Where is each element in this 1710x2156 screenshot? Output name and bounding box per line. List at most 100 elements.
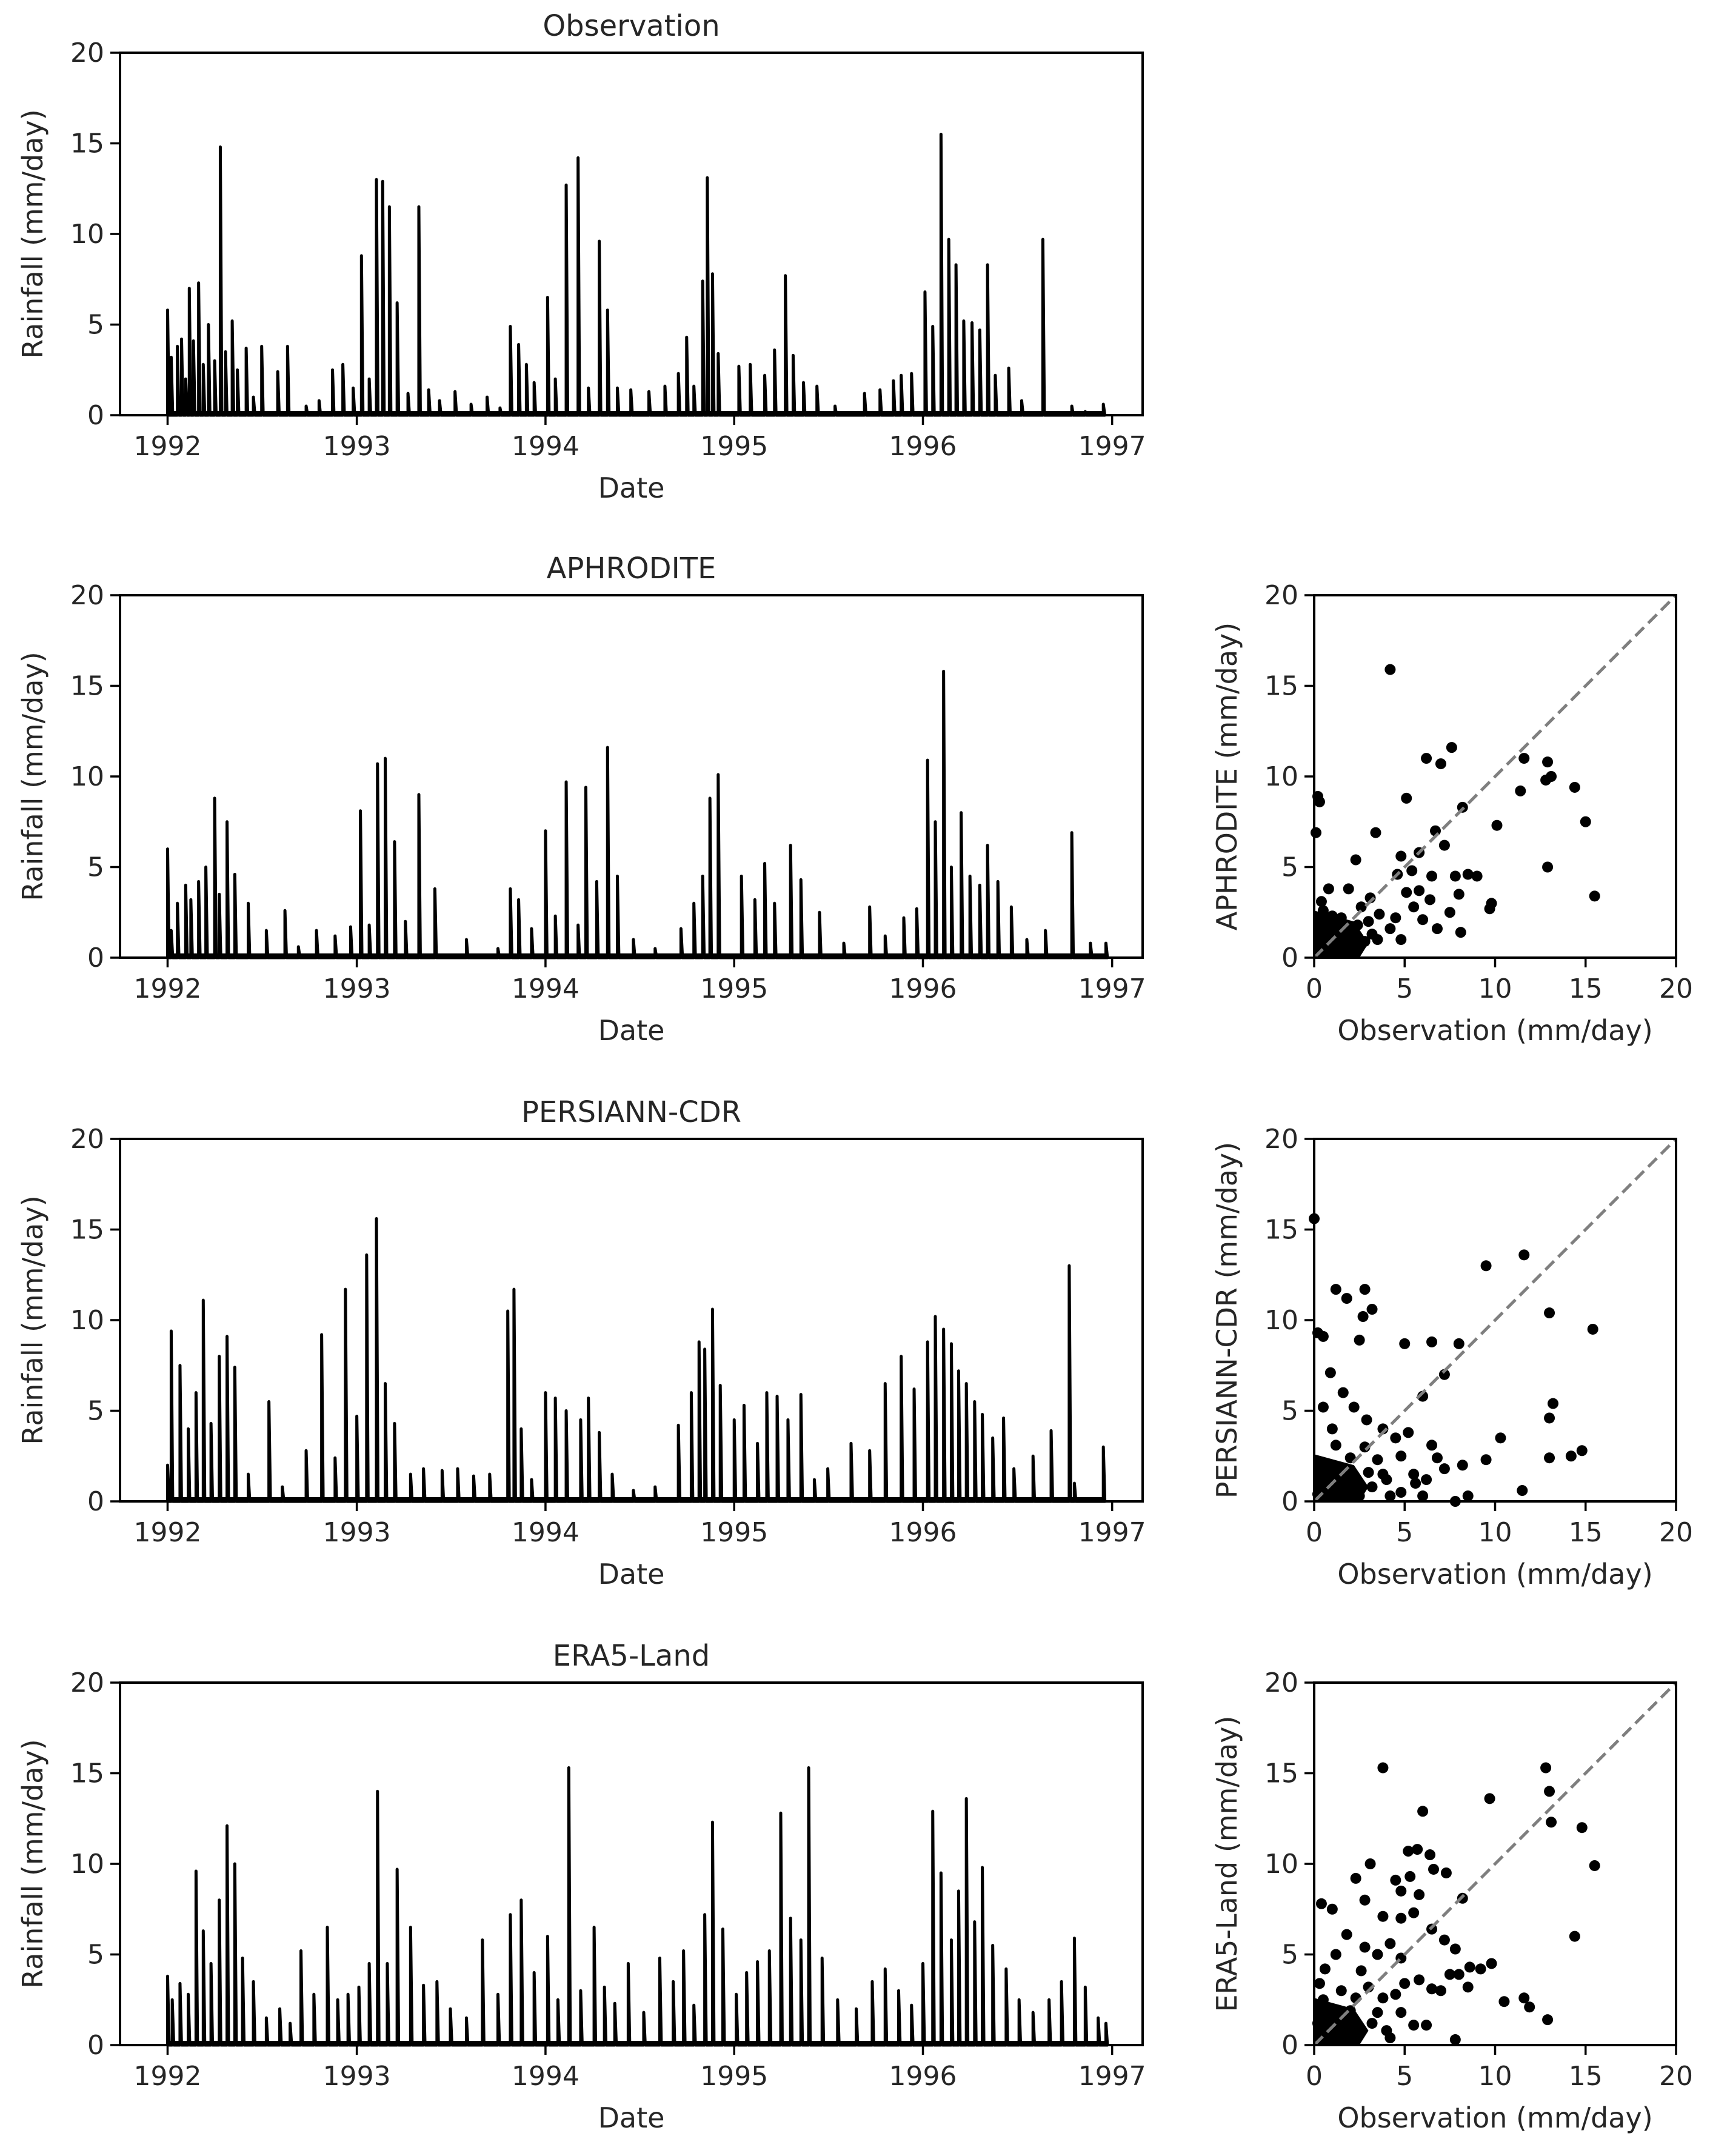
- sc6-point: [1377, 1762, 1389, 1774]
- ts3-xtick-label: 1992: [133, 2061, 201, 2092]
- ts2-xtick-label: 1994: [512, 1517, 579, 1548]
- sc5-point: [1480, 1454, 1492, 1466]
- sc5-point: [1395, 1450, 1407, 1462]
- sc4-point: [1540, 774, 1552, 786]
- sc4-point: [1444, 907, 1455, 918]
- sc4-point: [1453, 889, 1465, 900]
- sc4-xlabel: Observation (mm/day): [1337, 1014, 1652, 1047]
- sc6-point: [1355, 1965, 1367, 1977]
- sc6-point: [1408, 2020, 1420, 2031]
- sc5-point: [1408, 1469, 1420, 1480]
- sc5-point: [1341, 1293, 1352, 1304]
- sc4-point: [1310, 827, 1321, 838]
- ts3-xtick-label: 1994: [512, 2061, 579, 2092]
- ts1-ytick-label: 20: [70, 580, 104, 611]
- sc6-point: [1348, 2029, 1360, 2040]
- sc5-point: [1518, 1249, 1530, 1261]
- sc6-point: [1317, 1994, 1329, 2006]
- ts2-ytick-label: 5: [87, 1396, 104, 1427]
- sc6-point: [1428, 1863, 1440, 1875]
- sc4-point: [1390, 912, 1401, 924]
- sc6-point: [1372, 1949, 1383, 1960]
- sc6-point: [1546, 1817, 1557, 1828]
- sc5-point: [1421, 1474, 1432, 1486]
- ts2-xtick-label: 1992: [133, 1517, 201, 1548]
- sc6-point: [1449, 2034, 1461, 2046]
- sc6-xlabel: Observation (mm/day): [1337, 2101, 1652, 2134]
- sc4-point: [1542, 756, 1554, 768]
- ts3-ytick-label: 10: [70, 1849, 104, 1880]
- sc5-point: [1426, 1336, 1438, 1347]
- sc4-point: [1401, 792, 1412, 804]
- sc6-point: [1330, 1949, 1341, 1960]
- sc6-ytick-label: 5: [1281, 1940, 1298, 1971]
- sc6-point: [1319, 1963, 1331, 1975]
- sc6-point: [1403, 1846, 1414, 1857]
- ts2-xtick-label: 1993: [323, 1517, 391, 1548]
- ts-panel-era5-land: ERA5-Land 0 5 10 15 20 1992 1993 1994 1995 1996 199…: [16, 1639, 1146, 2134]
- ts3-xlabel: Date: [598, 2101, 665, 2134]
- sc6-point: [1359, 1894, 1371, 1906]
- ts3-xtick-label: 1996: [889, 2061, 957, 2092]
- ts3-ytick-label: 5: [87, 1940, 104, 1971]
- sc4-point: [1370, 827, 1381, 838]
- sc5-point: [1587, 1323, 1598, 1335]
- sc6-one-to-one-line: [1313, 1681, 1677, 2046]
- sc6-xtick-label: 0: [1306, 2061, 1323, 2092]
- ts3-ytick-label: 15: [70, 1758, 104, 1789]
- sc6-point: [1542, 2014, 1554, 2026]
- sc6-point: [1315, 1898, 1327, 1909]
- ts1-ytick-label: 10: [70, 761, 104, 792]
- sc6-point: [1341, 1929, 1352, 1940]
- sc4-point: [1471, 870, 1483, 882]
- sc6-point: [1414, 1889, 1425, 1900]
- ts0-ytick-label: 15: [70, 128, 104, 159]
- sc6-ytick-label: 10: [1264, 1849, 1298, 1880]
- sc6-point: [1395, 2007, 1407, 2018]
- ts-panel-aphrodite: APHRODITE 0 5 10 15 20 1992 1993 1994 1995 1996 199…: [16, 552, 1146, 1047]
- sc4-point: [1323, 883, 1334, 895]
- sc4-xtick-label: 10: [1478, 973, 1512, 1004]
- sc6-point: [1326, 1903, 1338, 1915]
- ts0-xtick-label: 1993: [323, 431, 391, 462]
- sc6-point: [1421, 2020, 1432, 2031]
- sc5-point: [1317, 1401, 1329, 1413]
- sc5-point: [1363, 1467, 1374, 1478]
- ts1-xtick-label: 1994: [512, 973, 579, 1004]
- sc4-point: [1589, 890, 1600, 902]
- sc6-point: [1335, 1985, 1347, 1997]
- ts2-xtick-label: 1996: [889, 1517, 957, 1548]
- sc4-point: [1319, 923, 1331, 935]
- sc6-point: [1412, 1844, 1423, 1855]
- sc6-point: [1326, 2007, 1338, 2018]
- sc5-point: [1544, 1452, 1555, 1464]
- ts2-xtick-label: 1997: [1078, 1517, 1146, 1548]
- sc4-point: [1417, 914, 1429, 926]
- ts-panel-persiann-cdr: PERSIANN-CDR 0 5 10 15 20 1992 1993 1994 1995 1996…: [16, 1095, 1146, 1590]
- sc6-point: [1395, 1885, 1407, 1897]
- sc4-point: [1363, 916, 1374, 927]
- sc4-point: [1348, 945, 1360, 956]
- ts3-xtick-label: 1993: [323, 2061, 391, 2092]
- ts2-ytick-label: 10: [70, 1305, 104, 1336]
- sc6-point: [1426, 1983, 1438, 1995]
- sc4-point: [1431, 923, 1443, 935]
- sc4-xtick-label: 5: [1396, 973, 1413, 1004]
- ts1-xlabel: Date: [598, 1014, 665, 1047]
- ts2-xtick-label: 1995: [700, 1517, 768, 1548]
- ts1-xtick-label: 1997: [1078, 973, 1146, 1004]
- ts0-xlabel: Date: [598, 472, 665, 504]
- sc5-point: [1544, 1307, 1555, 1319]
- sc4-point: [1355, 901, 1367, 913]
- sc6-point: [1544, 1786, 1555, 1797]
- sc4-point: [1395, 934, 1407, 946]
- sc6-point: [1589, 1860, 1600, 1871]
- ts2-ylabel: Rainfall (mm/day): [16, 1195, 49, 1444]
- sc5-point: [1359, 1284, 1371, 1295]
- sc4-point: [1326, 910, 1338, 922]
- ts2-ytick-label: 20: [70, 1124, 104, 1155]
- sc5-xtick-label: 5: [1396, 1517, 1413, 1548]
- sc4-point: [1359, 936, 1371, 947]
- sc4-point: [1414, 885, 1425, 896]
